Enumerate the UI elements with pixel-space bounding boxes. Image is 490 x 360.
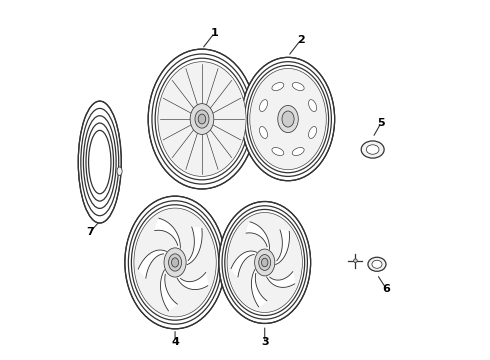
- Text: 2: 2: [297, 35, 304, 45]
- Polygon shape: [246, 222, 270, 249]
- Text: 1: 1: [211, 28, 219, 38]
- Ellipse shape: [195, 110, 209, 128]
- Polygon shape: [161, 270, 177, 311]
- Ellipse shape: [309, 126, 317, 139]
- Ellipse shape: [368, 257, 386, 271]
- Ellipse shape: [372, 260, 382, 268]
- Text: 6: 6: [383, 284, 391, 294]
- Ellipse shape: [255, 249, 275, 276]
- Ellipse shape: [78, 101, 122, 223]
- Ellipse shape: [125, 196, 225, 329]
- Ellipse shape: [282, 111, 294, 127]
- Polygon shape: [187, 227, 202, 265]
- Polygon shape: [138, 250, 167, 278]
- Ellipse shape: [172, 258, 178, 267]
- Ellipse shape: [148, 49, 256, 189]
- Polygon shape: [267, 272, 294, 287]
- Ellipse shape: [219, 202, 311, 323]
- Ellipse shape: [309, 100, 317, 112]
- Ellipse shape: [134, 208, 216, 317]
- Ellipse shape: [227, 212, 302, 312]
- Ellipse shape: [259, 100, 268, 112]
- Ellipse shape: [242, 57, 335, 181]
- Ellipse shape: [272, 82, 284, 91]
- Polygon shape: [276, 230, 290, 265]
- Polygon shape: [177, 273, 208, 289]
- Ellipse shape: [259, 126, 268, 139]
- Text: 5: 5: [377, 118, 385, 128]
- Text: 3: 3: [261, 337, 269, 347]
- Ellipse shape: [190, 104, 214, 134]
- Text: 7: 7: [86, 227, 94, 237]
- Ellipse shape: [259, 255, 270, 270]
- Ellipse shape: [169, 254, 182, 271]
- Ellipse shape: [158, 62, 246, 176]
- Ellipse shape: [117, 167, 122, 175]
- Polygon shape: [251, 269, 267, 307]
- Text: 4: 4: [171, 337, 179, 347]
- Ellipse shape: [292, 82, 304, 91]
- Ellipse shape: [164, 248, 186, 277]
- Ellipse shape: [250, 68, 326, 170]
- Ellipse shape: [361, 141, 384, 158]
- Polygon shape: [231, 251, 257, 277]
- Circle shape: [354, 259, 357, 262]
- Ellipse shape: [198, 114, 206, 124]
- Polygon shape: [155, 218, 180, 248]
- Ellipse shape: [367, 145, 379, 154]
- Ellipse shape: [278, 105, 298, 132]
- Ellipse shape: [262, 258, 268, 267]
- Ellipse shape: [272, 148, 284, 156]
- Ellipse shape: [292, 148, 304, 156]
